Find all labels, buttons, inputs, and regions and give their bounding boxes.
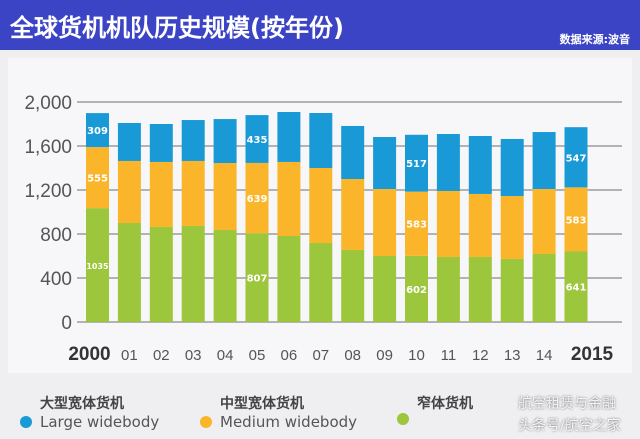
bar-segment	[341, 179, 365, 250]
y-tick-label: 800	[40, 225, 72, 246]
bar-segment	[181, 120, 205, 161]
bar-segment	[405, 191, 428, 256]
bar-segment	[436, 134, 460, 191]
bar-segment	[405, 255, 428, 322]
x-tick-label: 05	[249, 347, 266, 364]
legend-label-cn: 中型宽体货机	[220, 396, 304, 412]
x-tick-label: 04	[217, 347, 234, 364]
legend-label-en: Large widebody	[40, 413, 160, 431]
x-tick-label: 12	[472, 347, 489, 364]
bar-segment	[436, 256, 460, 322]
data-label: 555	[87, 174, 108, 185]
x-tick-label: 2000	[68, 344, 110, 365]
bar-segment	[532, 132, 556, 190]
data-source: 数据来源:波音	[559, 33, 630, 46]
data-label: 807	[247, 274, 268, 285]
y-tick-label: 1,200	[24, 181, 72, 202]
legend-item-narrow: 窄体货机	[397, 393, 473, 425]
bar-segment	[117, 123, 141, 161]
bar-segment	[149, 226, 173, 322]
legend-label-cn: 大型宽体货机	[40, 396, 124, 412]
legend-dot-icon	[20, 416, 32, 428]
bar-segment	[341, 125, 365, 179]
bar-segment	[277, 235, 301, 322]
bar-segment	[181, 225, 205, 322]
legend-dot-icon	[200, 416, 212, 428]
y-tick-label: 400	[40, 269, 72, 290]
bar-segment	[213, 230, 237, 322]
bar-segment	[149, 161, 173, 227]
bar-segment	[213, 163, 237, 231]
bar-segment	[532, 254, 556, 322]
y-tick-label: 1,600	[24, 137, 72, 158]
data-label: 435	[247, 135, 268, 146]
bar-segment	[564, 187, 588, 252]
x-tick-label: 06	[281, 347, 298, 364]
x-tick-label: 02	[153, 347, 170, 364]
x-tick-label: 01	[121, 347, 138, 364]
bar-segment	[86, 113, 109, 148]
bar-segment	[86, 147, 109, 209]
y-tick-label: 0	[61, 313, 72, 334]
data-label: 602	[406, 285, 427, 296]
data-label: 1035	[86, 262, 109, 271]
watermark: 头条号/航空之家	[518, 418, 621, 434]
data-label: 309	[87, 126, 108, 137]
legend-dot-icon	[397, 413, 409, 425]
x-tick-label: 11	[441, 347, 457, 364]
x-tick-label: 14	[536, 347, 553, 364]
data-label: 517	[406, 159, 427, 170]
x-tick-label: 08	[344, 347, 361, 364]
bar-segment	[213, 119, 237, 164]
x-tick-label: 09	[376, 347, 393, 364]
bar-segment	[468, 256, 492, 322]
data-label: 547	[566, 153, 587, 164]
bar-segment	[564, 127, 588, 188]
x-tick-label: 13	[504, 347, 521, 364]
bar-segment	[500, 258, 524, 322]
watermark: 航空租赁与金融	[518, 396, 616, 412]
legend-label-cn: 窄体货机	[417, 396, 473, 412]
x-tick-label: 10	[408, 347, 425, 364]
bar-segment	[86, 208, 109, 322]
bar-segment	[405, 134, 428, 192]
bar-segment	[309, 113, 333, 168]
bar-segment	[309, 243, 333, 322]
bar-segment	[532, 189, 556, 255]
bar-segment	[277, 112, 301, 162]
bar-segment	[436, 190, 460, 257]
chart-title: 全球货机机队历史规模(按年份)	[10, 14, 344, 42]
bar-segment	[564, 251, 588, 322]
legend-item-medium: 中型宽体货机 Medium widebody	[200, 393, 357, 431]
bar-segment	[181, 160, 205, 226]
bar-segment	[309, 168, 333, 244]
bar-segment	[117, 160, 141, 223]
bar-segment	[149, 124, 173, 162]
data-label: 583	[406, 220, 427, 231]
x-tick-label: 2015	[571, 344, 614, 365]
x-tick-label: 07	[312, 347, 329, 364]
header: 全球货机机队历史规模(按年份) 数据来源:波音	[0, 0, 640, 50]
bar-segment	[500, 196, 524, 259]
legend-item-large: 大型宽体货机 Large widebody	[20, 393, 159, 431]
bar-segment	[468, 135, 492, 194]
bar-segment	[117, 223, 141, 322]
data-label: 641	[566, 283, 587, 294]
bar-segment	[277, 161, 301, 236]
legend-label-en: Medium widebody	[220, 413, 358, 431]
bar-segment	[500, 138, 524, 197]
data-label: 639	[247, 194, 268, 205]
bar-segment	[245, 233, 269, 322]
bar-segment	[373, 136, 397, 190]
bar-segment	[341, 249, 365, 322]
bar-segment	[245, 162, 269, 234]
bar-segment	[373, 189, 397, 256]
bar-segment	[468, 193, 492, 257]
x-tick-label: 03	[185, 347, 202, 364]
bar-segment	[373, 256, 397, 322]
data-label: 583	[566, 215, 587, 226]
bar-segment	[245, 115, 269, 163]
y-tick-label: 2,000	[24, 93, 72, 114]
